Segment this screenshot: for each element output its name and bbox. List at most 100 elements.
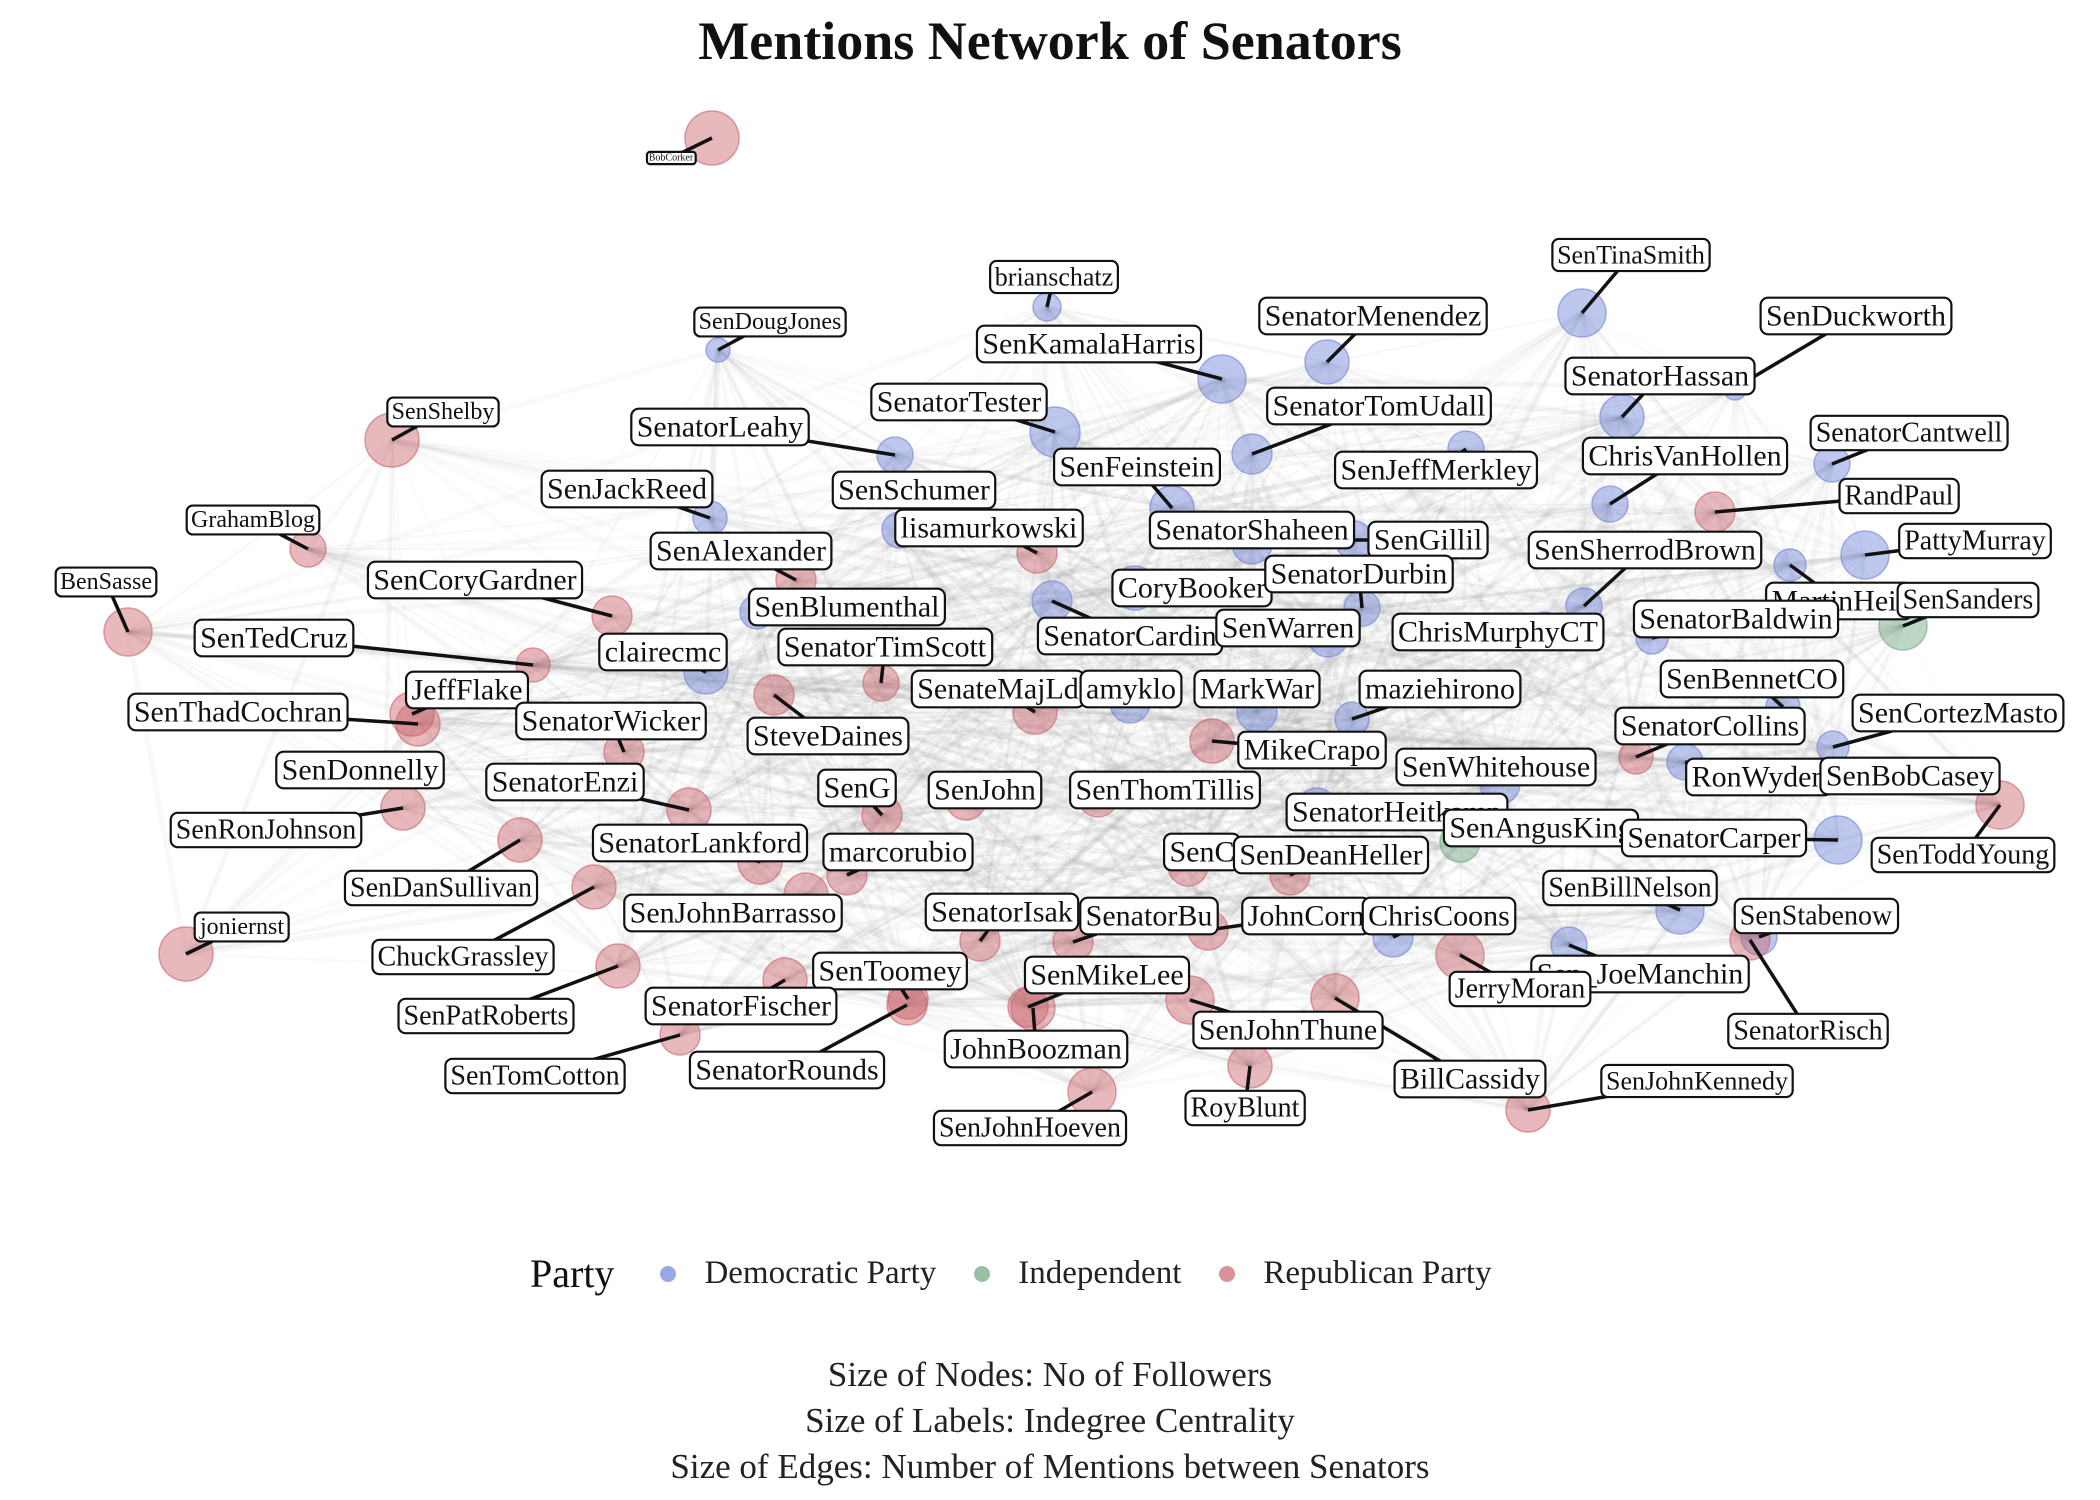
label-john-boozman: JohnBoozman (950, 1033, 1122, 1066)
label-sen-pat-roberts: SenPatRoberts (404, 1001, 569, 1032)
edge (410, 712, 522, 842)
edge (978, 635, 1654, 944)
edge (795, 579, 1839, 841)
note-edge-size: Size of Edges: Number of Mentions betwee… (670, 1447, 1430, 1486)
edge (709, 515, 1136, 591)
labels-layer: BobCorker brianschatz SenTinaSmith SenDougJ… (54, 150, 2065, 1147)
label-sen-capito: SenC (1169, 836, 1234, 869)
edge (127, 439, 393, 633)
label-box (1237, 730, 1387, 770)
legend-row: Party Democratic Party Independent Repub… (530, 1250, 1530, 1297)
edge (705, 669, 882, 686)
edge (1326, 312, 1583, 363)
edge (1027, 1005, 1251, 1068)
edge (783, 794, 1100, 983)
edge (610, 614, 1030, 1009)
label-rand-paul: RandPaul (1845, 481, 1954, 512)
label-bob-corker: BobCorker (649, 153, 694, 164)
edge (623, 751, 1336, 999)
label-box (1809, 414, 2009, 452)
label-box (1184, 1089, 1306, 1127)
label-box (1192, 1010, 1384, 1050)
label-box (1448, 970, 1592, 1008)
edge (978, 552, 1039, 942)
label-sen-ron-johnson: SenRonJohnson (176, 815, 356, 846)
label-box (1896, 581, 2040, 619)
label-box (645, 150, 697, 166)
legend-dot-republican (1219, 1265, 1236, 1282)
label-john-cornyn: JohnCorn (1248, 900, 1365, 933)
edge (756, 611, 1034, 1009)
edge (755, 609, 1337, 1001)
edge (593, 861, 761, 888)
label-box (397, 997, 575, 1035)
label-box (1614, 706, 1806, 746)
label-sen-grassley: SenG (824, 772, 891, 805)
edge (402, 807, 1251, 1067)
label-sen-schumer: SenSchumer (838, 474, 990, 507)
edge (1635, 754, 1686, 765)
label-joniernst: joniernst (199, 914, 284, 940)
edge (1033, 711, 1192, 1001)
edge (127, 452, 896, 635)
label-sen-toomey: SenToomey (819, 955, 962, 988)
label-box (1391, 612, 1605, 652)
edge (1526, 908, 1682, 1112)
edge (1734, 387, 1866, 556)
label-sen-tom-cotton: SenTomCotton (450, 1061, 619, 1092)
label-box (817, 768, 897, 808)
edge (1392, 503, 1611, 938)
edge (306, 438, 394, 551)
edge (184, 663, 535, 956)
edge (688, 710, 1258, 812)
edge (1097, 796, 1336, 999)
edge (1129, 700, 1213, 744)
edge (1288, 312, 1584, 876)
label-sen-feinstein: SenFeinstein (1060, 451, 1215, 484)
edge (518, 664, 535, 841)
label-senator-wicker: SenatorWicker (522, 705, 701, 738)
label-lisamurkowski: lisamurkowski (901, 512, 1078, 545)
label-box (1193, 669, 1321, 709)
label-box (812, 951, 968, 991)
label-ben-sasse: BenSasse (60, 569, 152, 595)
label-clairecmc: clairecmc (605, 636, 722, 669)
label-box (1620, 818, 1808, 858)
edge (773, 694, 1036, 713)
label-chris-van-hollen: ChrisVanHollen (1588, 440, 1781, 473)
edge (402, 454, 896, 809)
edge (894, 431, 1056, 456)
edge (1251, 416, 1623, 455)
label-steve-daines: SteveDaines (753, 720, 903, 753)
edge (610, 615, 910, 1000)
label-sen-john-thune: SenJohnThune (1199, 1014, 1377, 1047)
label-sen-bennet-co: SenBennetCO (1666, 663, 1838, 696)
label-mark-warner: MarkWar (1200, 673, 1314, 706)
label-senator-enzi: SenatorEnzi (492, 766, 639, 799)
label-sen-kamala-harris: SenKamalaHarris (982, 328, 1195, 361)
label-box (1232, 835, 1430, 875)
edge (1361, 553, 1866, 610)
label-chris-murphy-ct: ChrisMurphyCT (1398, 616, 1598, 649)
label-brianschatz: brianschatz (995, 263, 1113, 292)
label-sen-john-hoeven2: SenJohn (934, 774, 1036, 807)
edge (1327, 387, 1736, 638)
label-box (54, 566, 158, 598)
label-chris-coons: ChrisCoons (1368, 900, 1510, 933)
label-maziehirono: maziehirono (1365, 673, 1515, 706)
label-box (1264, 554, 1454, 594)
label-senator-collins: SenatorCollins (1621, 710, 1799, 743)
label-marcorubio: marcorubio (829, 836, 967, 869)
edge (1054, 360, 1328, 434)
label-sen-sherrod-brown: SenSherrodBrown (1534, 534, 1756, 567)
label-box (1258, 296, 1488, 336)
edge (411, 713, 619, 967)
label-box (371, 938, 555, 976)
edge (805, 865, 1189, 896)
edge (127, 630, 1686, 764)
edge (898, 528, 1530, 1112)
label-sen-john-hoeven: SenJohnHoeven (939, 1113, 1121, 1144)
label-box (1733, 897, 1900, 935)
edge (717, 348, 1136, 590)
label-box (343, 869, 539, 907)
